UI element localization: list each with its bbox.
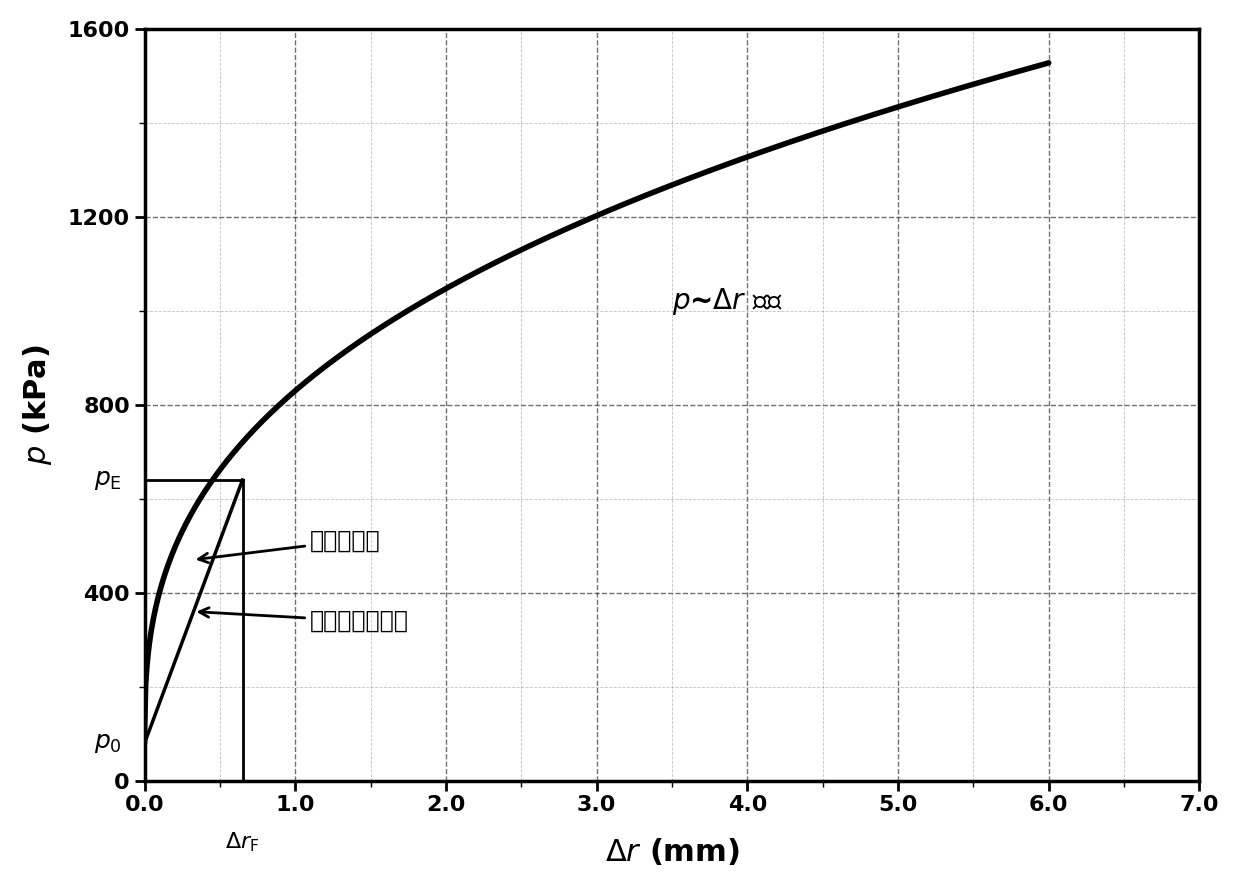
Y-axis label: $p$ (kPa): $p$ (kPa) [21,345,53,465]
Text: 近似直线段: 近似直线段 [198,529,381,563]
X-axis label: $\Delta r$ (mm): $\Delta r$ (mm) [605,836,739,868]
Text: 近似直线段中点: 近似直线段中点 [200,607,409,633]
Text: $p$~$\Delta r$ 曲线: $p$~$\Delta r$ 曲线 [672,286,784,317]
Text: $p_0$: $p_0$ [94,731,122,755]
Text: $p_{\rm E}$: $p_{\rm E}$ [94,468,122,492]
Text: $\Delta r_{\rm F}$: $\Delta r_{\rm F}$ [226,830,259,853]
